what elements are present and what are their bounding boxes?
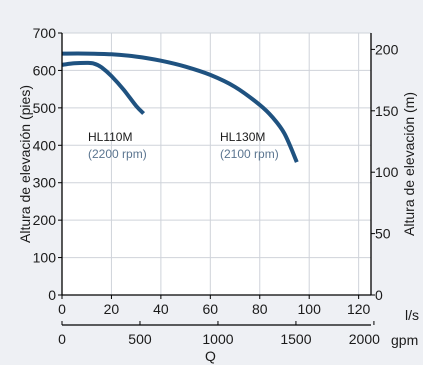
series-layer <box>61 51 299 163</box>
x-ls-tick-label-120: 120 <box>347 301 371 317</box>
x-ls-tick-label-20: 20 <box>104 301 120 317</box>
y-right-tick-label-0: 0 <box>375 287 383 303</box>
y-right-tick-label-50: 50 <box>375 226 391 242</box>
x-unit-ls: l/s <box>405 307 419 323</box>
x-axis-title: Q <box>205 348 216 364</box>
y-right-tick-label-200: 200 <box>375 41 399 57</box>
series-hl130m-rpm: (2100 rpm) <box>220 147 279 161</box>
y-left-tick-label-400: 400 <box>33 137 57 153</box>
series-hl110m-name: HL110M <box>88 130 132 144</box>
y-left-tick-label-200: 200 <box>33 212 57 228</box>
x-ls-tick-label-60: 60 <box>203 301 219 317</box>
x-unit-gpm: gpm <box>391 332 418 348</box>
y-right-tick-label-100: 100 <box>375 164 399 180</box>
series-hl130m-name: HL130M <box>220 130 265 144</box>
y-axis-left-title: Altura de elevación (pies) <box>17 85 33 243</box>
x-gpm-tick-label-2000: 2000 <box>349 331 380 347</box>
y-left-tick-label-600: 600 <box>33 62 57 78</box>
x-gpm-tick-label-500: 500 <box>128 331 152 347</box>
x-gpm-tick-label-1000: 1000 <box>202 331 233 347</box>
x-ls-tick-label-100: 100 <box>298 301 322 317</box>
series-hl110m-rpm: (2200 rpm) <box>88 147 147 161</box>
y-left-tick-label-100: 100 <box>33 250 57 266</box>
y-right-tick-label-150: 150 <box>375 103 399 119</box>
y-left-tick-label-300: 300 <box>33 175 57 191</box>
y-left-tick-label-0: 0 <box>48 287 56 303</box>
label-layer: HL110M (2200 rpm) HL130M (2100 rpm) l/s … <box>17 85 419 364</box>
x-ls-tick-label-80: 80 <box>252 301 268 317</box>
series-line-hl130m <box>61 51 299 163</box>
series-line-hl110m <box>61 60 146 115</box>
x-ls-tick-label-0: 0 <box>58 301 66 317</box>
y-left-tick-label-500: 500 <box>33 100 57 116</box>
x-gpm-tick-label-0: 0 <box>58 331 66 347</box>
x-ls-tick-label-40: 40 <box>153 301 169 317</box>
x-gpm-tick-label-1500: 1500 <box>280 331 311 347</box>
y-axis-right-title: Altura de elevación (m) <box>401 92 417 236</box>
y-left-tick-label-700: 700 <box>33 25 57 41</box>
